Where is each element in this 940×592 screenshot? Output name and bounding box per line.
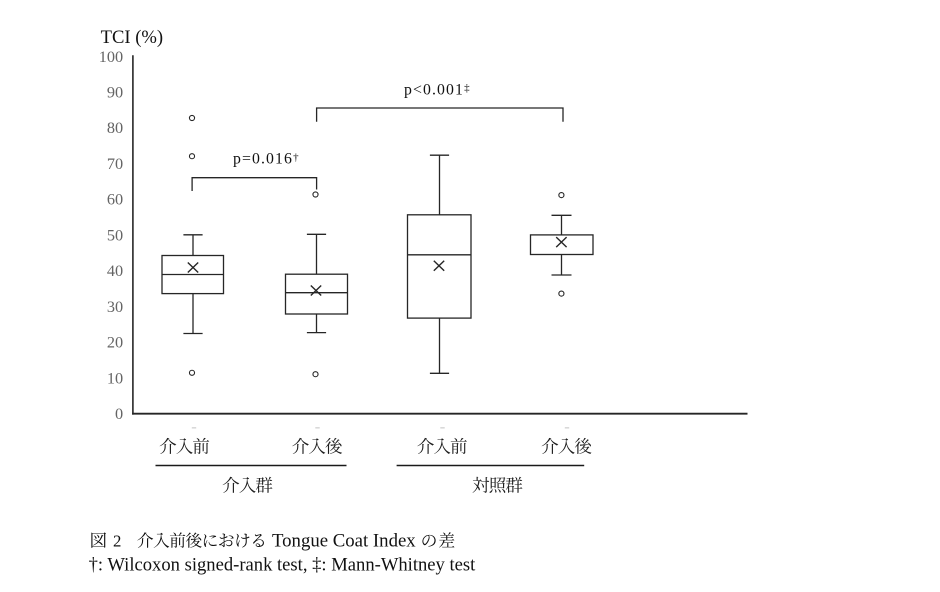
svg-text:Tongue Coat Index: Tongue Coat Index <box>272 530 416 551</box>
svg-text:40: 40 <box>107 261 123 280</box>
svg-text:TCI (%): TCI (%) <box>101 27 163 48</box>
svg-text:60: 60 <box>107 190 123 209</box>
svg-text:80: 80 <box>107 118 123 137</box>
svg-text:70: 70 <box>107 154 123 173</box>
svg-text:p<0.001‡: p<0.001‡ <box>404 81 471 98</box>
svg-text:10: 10 <box>107 368 123 387</box>
svg-text:50: 50 <box>107 225 123 244</box>
svg-text:0: 0 <box>115 404 123 423</box>
svg-text:30: 30 <box>107 297 123 316</box>
svg-text:90: 90 <box>107 83 123 102</box>
svg-text:20: 20 <box>107 333 123 352</box>
svg-text:2: 2 <box>113 531 121 550</box>
svg-text:p=0.016†: p=0.016† <box>233 151 300 168</box>
svg-text:†: Wilcoxon signed-rank test,: †: Wilcoxon signed-rank test, ‡: Mann-Wh… <box>89 554 477 575</box>
svg-text:100: 100 <box>99 47 123 66</box>
